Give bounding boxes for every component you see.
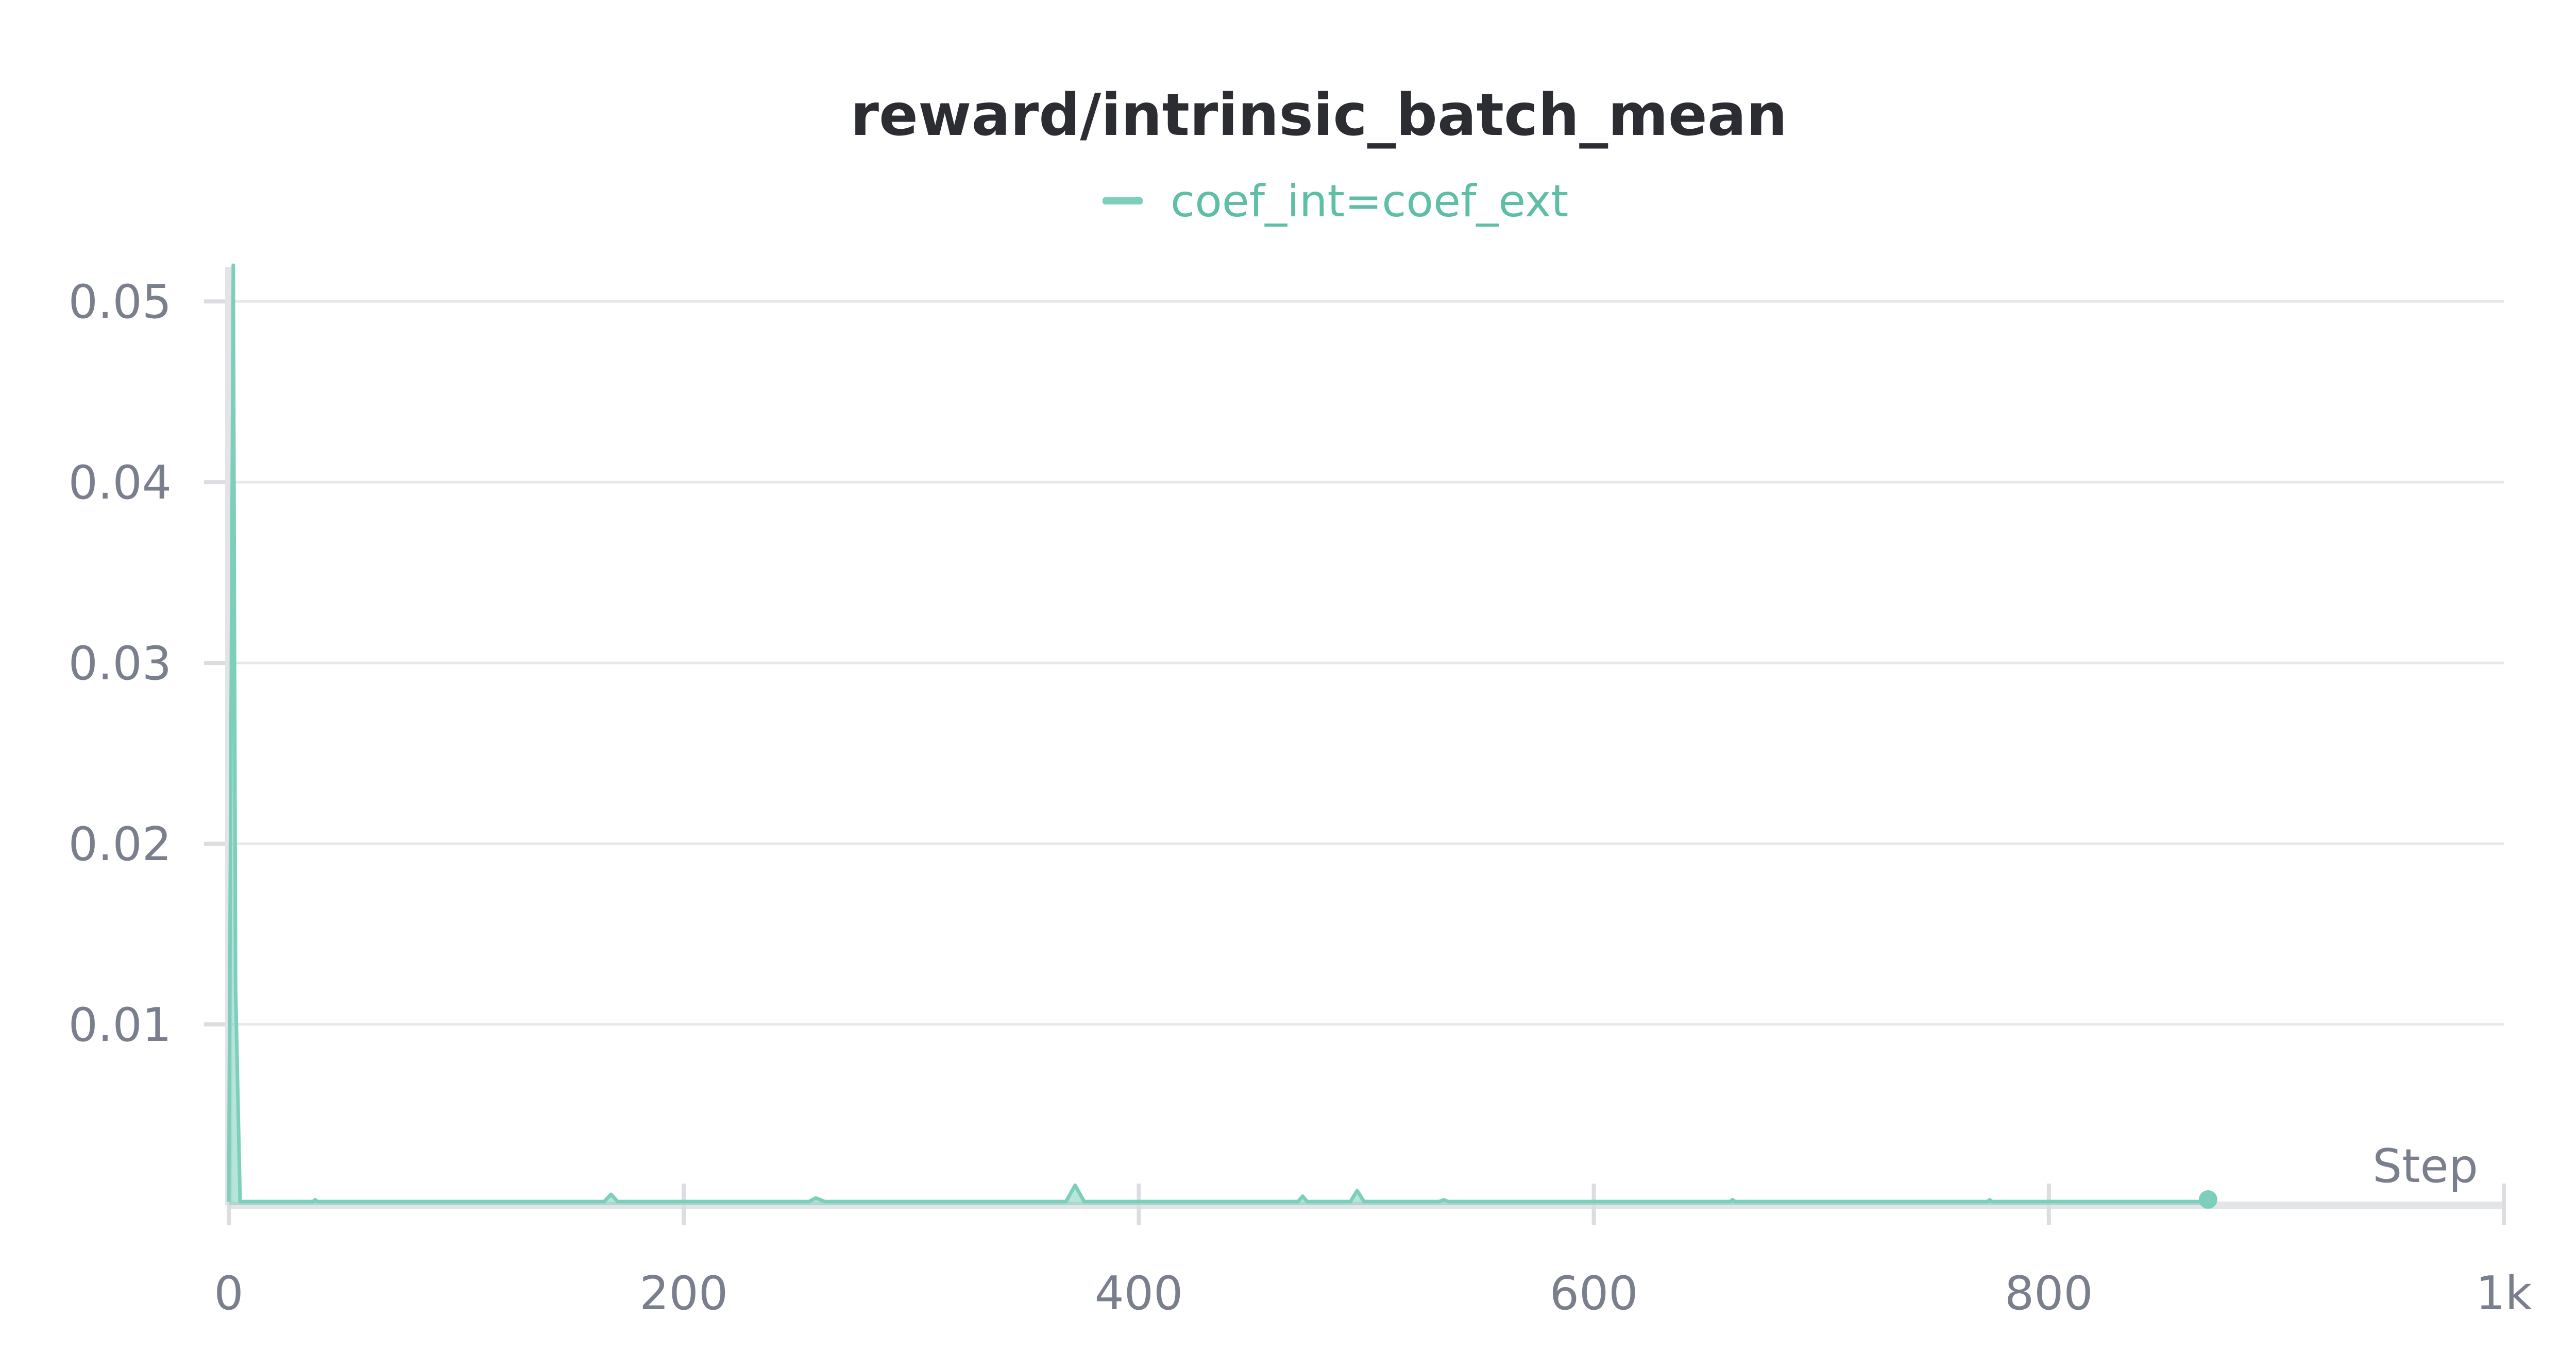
axes (204, 267, 2506, 1225)
chart-title: reward/intrinsic_batch_mean (851, 82, 1787, 149)
tick-labels: 0.01 0.02 0.03 0.04 0.05 0 200 400 600 800 1k (69, 275, 2532, 1321)
y-tick-label: 0.01 (69, 998, 172, 1052)
y-tick-label: 0.05 (69, 275, 172, 329)
y-tick-label: 0.04 (69, 456, 172, 510)
legend-swatch (1103, 197, 1143, 204)
x-tick-label: 200 (639, 1266, 728, 1321)
series-layer (227, 263, 2217, 1209)
legend-label: coef_int=coef_ext (1171, 176, 1568, 227)
series-line (227, 263, 2208, 1204)
gridlines (229, 300, 2504, 1026)
x-tick-label: 1k (2476, 1266, 2532, 1321)
legend[interactable]: coef_int=coef_ext (1103, 176, 1568, 227)
x-tick-label: 800 (2005, 1266, 2093, 1321)
x-axis-label: Step (2372, 1139, 2478, 1193)
y-tick-label: 0.02 (69, 817, 172, 871)
series-end-point[interactable] (2198, 1190, 2217, 1209)
x-tick-label: 0 (214, 1266, 243, 1321)
y-tick-label: 0.03 (69, 637, 172, 691)
x-tick-label: 400 (1095, 1266, 1183, 1321)
x-tick-label: 600 (1550, 1266, 1638, 1321)
series-area (229, 265, 2208, 1205)
